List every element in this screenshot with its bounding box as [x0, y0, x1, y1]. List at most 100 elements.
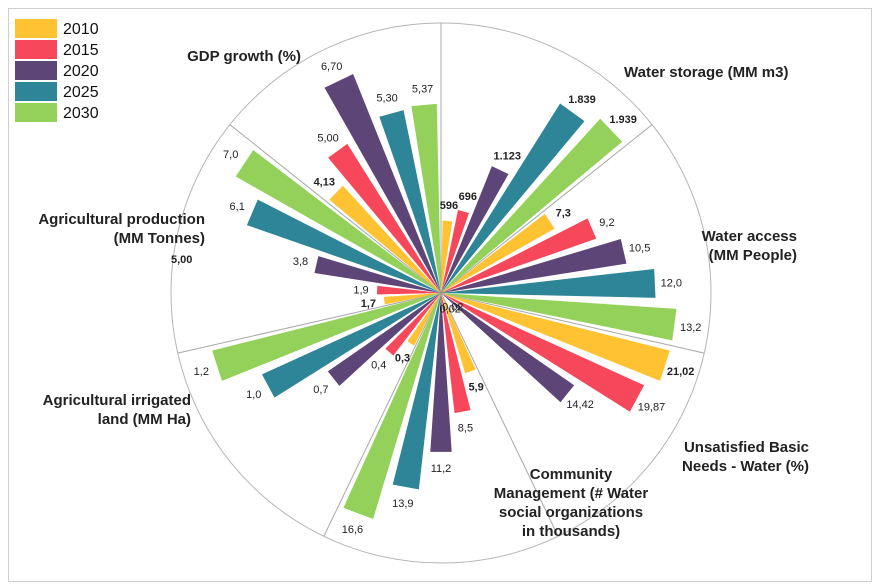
- value-label: 9,2: [599, 217, 614, 229]
- value-label: 19,87: [638, 401, 666, 413]
- value-label: 5,37: [412, 84, 433, 96]
- value-label: 1,0: [246, 389, 261, 401]
- value-label: 1,9: [353, 284, 368, 296]
- value-label: 0,02: [440, 303, 461, 315]
- legend-swatch: [15, 40, 57, 59]
- bar-2010: [441, 293, 670, 381]
- legend: 2010 2015 2020 2025 2030: [15, 19, 99, 122]
- value-label: 1,7: [361, 298, 376, 310]
- bar-2015: [328, 143, 441, 293]
- bar-2025: [246, 199, 441, 293]
- bar-2020: [430, 293, 452, 452]
- sector-divider: [440, 292, 705, 354]
- sector-divider: [177, 292, 442, 354]
- category-label: Community Management (# Water social organ…: [494, 466, 649, 540]
- chart-frame: 596 696 1.123 1.839 1.939 Water storage (MM m…: [8, 8, 872, 582]
- category-label: GDP growth (%): [187, 48, 301, 65]
- bar-2030: [235, 150, 441, 293]
- bar-2015: [441, 293, 471, 414]
- value-label: 11,2: [431, 463, 452, 475]
- category-label: Unsatisfied Basic Needs - Water (%): [682, 439, 809, 475]
- bar-2010: [441, 220, 453, 293]
- bar-2010: [383, 293, 441, 305]
- bar-2030: [212, 293, 441, 381]
- bars-layer: [212, 73, 677, 520]
- bar-2030: [441, 293, 677, 341]
- bar-2020: [327, 293, 441, 386]
- value-label: 696: [459, 191, 477, 203]
- value-label: 14,42: [566, 399, 594, 411]
- value-label: 16,6: [342, 524, 363, 536]
- legend-entry: 2010: [63, 21, 99, 38]
- bar-2025: [379, 110, 441, 294]
- bar-2025: [441, 103, 585, 293]
- bar-2015: [376, 285, 441, 295]
- legend-swatch: [15, 19, 57, 38]
- bar-2015: [441, 210, 469, 293]
- category-label: Agricultural irrigated land (MM Ha): [43, 392, 191, 428]
- sector-divider: [440, 124, 653, 294]
- value-label: 21,02: [667, 366, 695, 378]
- value-label: 7,0: [223, 149, 238, 161]
- value-label: 6,70: [321, 61, 342, 73]
- bar-2025: [441, 293, 443, 295]
- bar-2010: [407, 293, 441, 346]
- sector-divider: [229, 124, 442, 294]
- value-label: 1.123: [493, 150, 521, 162]
- bar-2010: [441, 213, 555, 293]
- bar-2030: [441, 118, 623, 293]
- value-label: 5,30: [376, 93, 397, 105]
- category-label: Water storage (MM m3): [624, 64, 788, 81]
- sector-divider: [323, 292, 442, 537]
- value-label: 1,2: [194, 366, 209, 378]
- bar-2015: [385, 293, 441, 356]
- value-label: 5,00: [317, 133, 338, 145]
- bar-2025: [441, 268, 656, 298]
- value-label: 10,5: [629, 243, 650, 255]
- bar-2030: [441, 293, 443, 295]
- legend-swatch: [15, 103, 57, 122]
- category-label: Water access (MM People): [702, 228, 797, 264]
- value-label: 0,7: [313, 384, 328, 396]
- bar-2025: [261, 293, 441, 398]
- bar-2030: [411, 103, 441, 293]
- legend-entry: 2030: [63, 105, 99, 122]
- legend-entry: 2015: [63, 42, 99, 59]
- value-label: 5,9: [468, 382, 483, 394]
- bar-2020: [441, 239, 627, 293]
- bar-2030: [343, 293, 441, 520]
- value-label: 6,1: [230, 201, 245, 213]
- value-label: 4,13: [314, 176, 335, 188]
- value-label: 7,3: [556, 207, 571, 219]
- value-label: 0,3: [395, 352, 410, 364]
- value-label: 13,9: [392, 498, 413, 510]
- legend-entry: 2025: [63, 84, 99, 101]
- value-label: 12,0: [661, 278, 682, 290]
- bar-2015: [441, 293, 645, 412]
- grid-layer: [170, 22, 712, 564]
- value-label: 0,4: [371, 359, 386, 371]
- bar-2020: [324, 73, 441, 293]
- bar-2015: [441, 218, 597, 293]
- bar-2020: [441, 293, 575, 403]
- legend-entry: 2020: [63, 63, 99, 80]
- bar-2010: [441, 293, 476, 374]
- bar-2020: [314, 256, 441, 293]
- value-label: 3,8: [293, 256, 308, 268]
- value-label: 0,02: [442, 302, 463, 314]
- value-label: 1.839: [568, 94, 596, 106]
- category-label: Agricultural production (MM Tonnes): [38, 211, 205, 247]
- sector-divider: [440, 292, 559, 537]
- extra-value-label: 5,00: [171, 254, 192, 266]
- value-label: 8,5: [458, 423, 473, 435]
- bar-2025: [392, 293, 441, 490]
- legend-swatch: [15, 61, 57, 80]
- value-label: 13,2: [680, 322, 701, 334]
- legend-swatch: [15, 82, 57, 101]
- bar-2010: [329, 185, 441, 293]
- value-label: 1.939: [609, 114, 637, 126]
- bar-2020: [441, 166, 509, 293]
- value-label: 596: [440, 200, 458, 212]
